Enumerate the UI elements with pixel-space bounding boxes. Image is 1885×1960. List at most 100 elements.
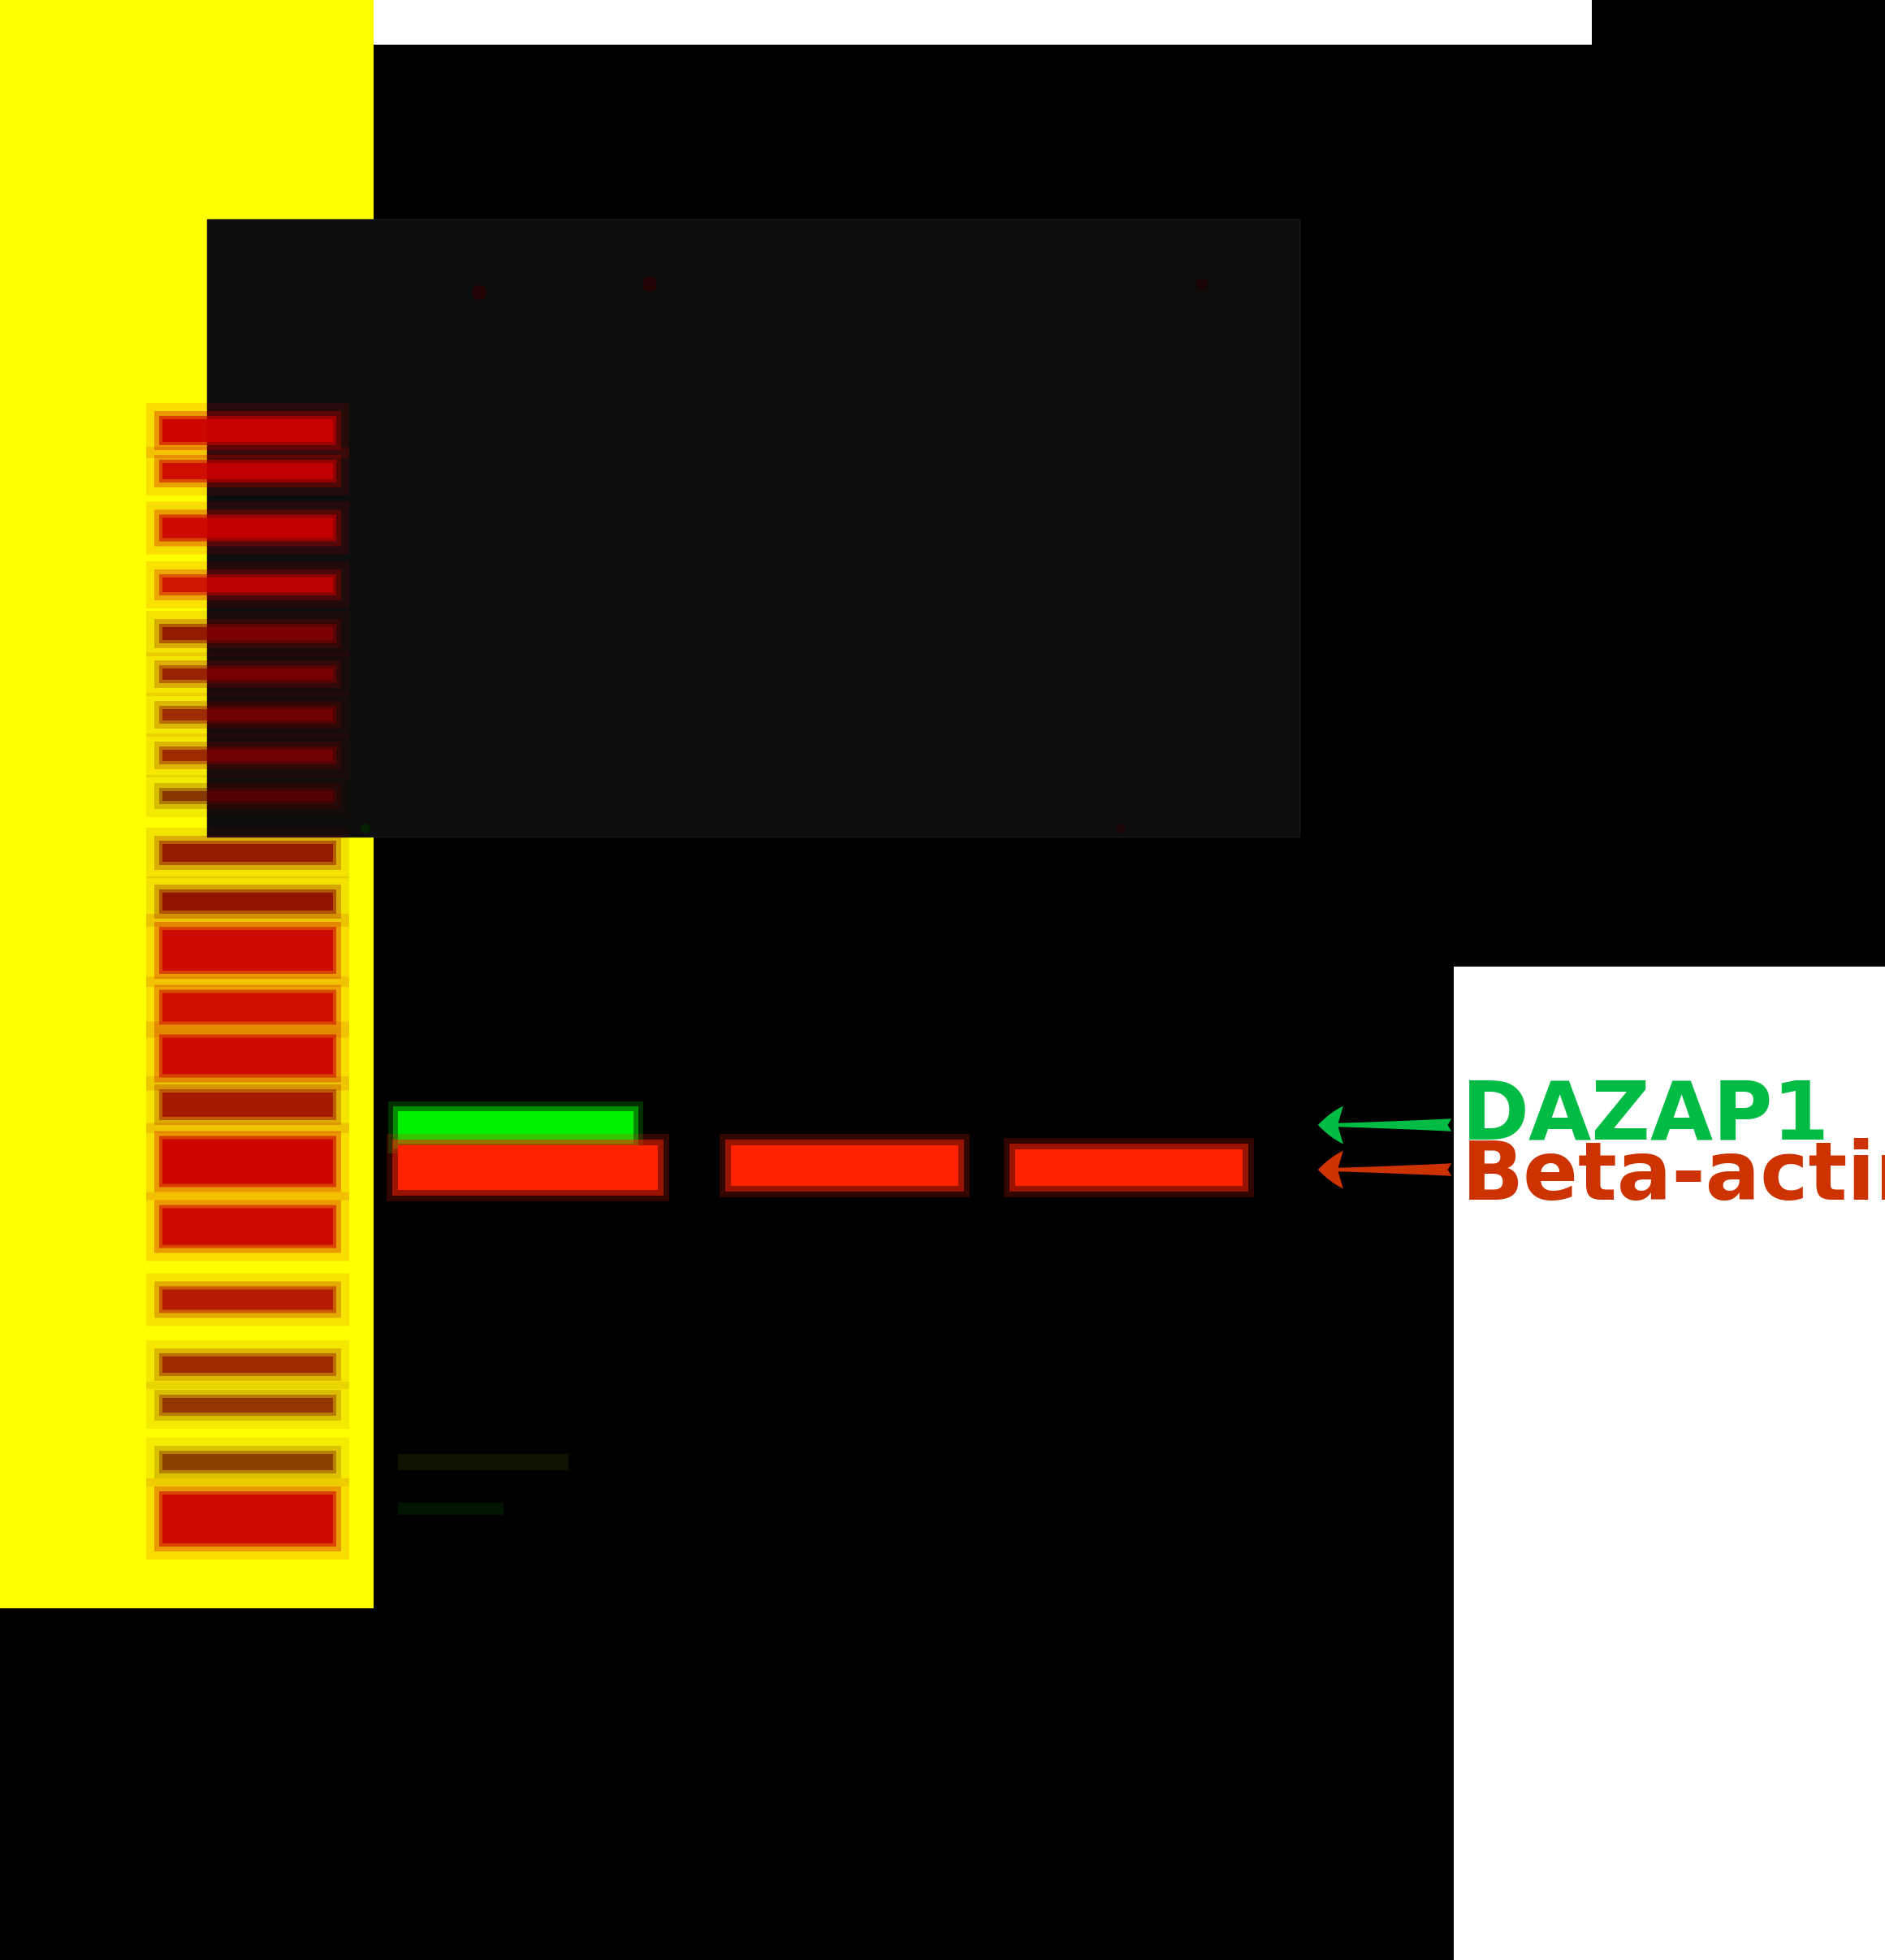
- FancyBboxPatch shape: [162, 1207, 334, 1245]
- Bar: [0, 0, 373, 1609]
- FancyBboxPatch shape: [147, 976, 349, 1037]
- FancyBboxPatch shape: [158, 890, 336, 913]
- FancyBboxPatch shape: [158, 1090, 336, 1119]
- FancyBboxPatch shape: [155, 741, 341, 768]
- FancyBboxPatch shape: [1010, 1145, 1248, 1192]
- FancyBboxPatch shape: [162, 463, 334, 480]
- Bar: [398, 1454, 569, 1470]
- FancyBboxPatch shape: [162, 751, 334, 760]
- FancyBboxPatch shape: [158, 515, 336, 541]
- FancyBboxPatch shape: [162, 710, 334, 721]
- FancyBboxPatch shape: [155, 661, 341, 688]
- FancyBboxPatch shape: [155, 455, 341, 488]
- FancyBboxPatch shape: [147, 1274, 349, 1327]
- FancyBboxPatch shape: [147, 1021, 349, 1090]
- FancyBboxPatch shape: [158, 747, 336, 764]
- FancyBboxPatch shape: [155, 1131, 341, 1192]
- FancyBboxPatch shape: [147, 694, 349, 737]
- FancyBboxPatch shape: [147, 1439, 349, 1486]
- FancyBboxPatch shape: [158, 1035, 336, 1078]
- FancyBboxPatch shape: [147, 1076, 349, 1133]
- Circle shape: [473, 286, 486, 300]
- FancyBboxPatch shape: [155, 1200, 341, 1252]
- FancyBboxPatch shape: [147, 653, 349, 696]
- FancyBboxPatch shape: [155, 835, 341, 870]
- FancyBboxPatch shape: [158, 623, 336, 643]
- FancyBboxPatch shape: [162, 517, 334, 539]
- FancyBboxPatch shape: [158, 788, 336, 804]
- FancyBboxPatch shape: [155, 921, 341, 978]
- FancyBboxPatch shape: [162, 1092, 334, 1117]
- FancyBboxPatch shape: [147, 1123, 349, 1200]
- FancyBboxPatch shape: [162, 931, 334, 970]
- FancyBboxPatch shape: [147, 733, 349, 778]
- FancyBboxPatch shape: [147, 612, 349, 657]
- FancyBboxPatch shape: [158, 1137, 336, 1188]
- FancyBboxPatch shape: [158, 1450, 336, 1474]
- FancyBboxPatch shape: [158, 841, 336, 864]
- FancyBboxPatch shape: [158, 461, 336, 482]
- FancyBboxPatch shape: [1016, 1149, 1242, 1186]
- FancyBboxPatch shape: [147, 447, 349, 496]
- FancyBboxPatch shape: [155, 1486, 341, 1552]
- FancyBboxPatch shape: [162, 845, 334, 862]
- FancyBboxPatch shape: [398, 1145, 658, 1190]
- FancyBboxPatch shape: [386, 1135, 669, 1201]
- FancyBboxPatch shape: [162, 1495, 334, 1543]
- FancyBboxPatch shape: [162, 1356, 334, 1372]
- FancyBboxPatch shape: [147, 1382, 349, 1429]
- FancyBboxPatch shape: [155, 884, 341, 919]
- FancyBboxPatch shape: [158, 927, 336, 974]
- Bar: [207, 220, 1299, 837]
- FancyBboxPatch shape: [155, 1282, 341, 1317]
- FancyBboxPatch shape: [155, 784, 341, 809]
- FancyBboxPatch shape: [155, 702, 341, 729]
- FancyBboxPatch shape: [731, 1145, 958, 1186]
- FancyBboxPatch shape: [147, 404, 349, 459]
- FancyBboxPatch shape: [162, 892, 334, 911]
- FancyBboxPatch shape: [147, 502, 349, 555]
- FancyBboxPatch shape: [158, 1286, 336, 1313]
- FancyBboxPatch shape: [162, 1139, 334, 1184]
- Text: Beta-actin: Beta-actin: [1463, 1139, 1885, 1217]
- FancyBboxPatch shape: [147, 913, 349, 988]
- FancyBboxPatch shape: [147, 1341, 349, 1390]
- FancyBboxPatch shape: [155, 510, 341, 547]
- FancyBboxPatch shape: [388, 1102, 643, 1152]
- FancyBboxPatch shape: [158, 664, 336, 684]
- Bar: [1453, 966, 1885, 1960]
- FancyBboxPatch shape: [147, 1478, 349, 1560]
- FancyBboxPatch shape: [392, 1139, 664, 1196]
- FancyBboxPatch shape: [155, 1446, 341, 1478]
- FancyBboxPatch shape: [155, 1029, 341, 1082]
- Circle shape: [643, 278, 656, 290]
- FancyBboxPatch shape: [162, 1454, 334, 1470]
- FancyBboxPatch shape: [147, 1192, 349, 1260]
- FancyBboxPatch shape: [158, 1396, 336, 1415]
- FancyBboxPatch shape: [155, 570, 341, 600]
- FancyBboxPatch shape: [162, 792, 334, 802]
- FancyBboxPatch shape: [147, 876, 349, 927]
- FancyBboxPatch shape: [1005, 1139, 1254, 1198]
- FancyBboxPatch shape: [155, 1390, 341, 1421]
- FancyBboxPatch shape: [162, 419, 334, 441]
- FancyBboxPatch shape: [158, 990, 336, 1025]
- Text: DAZAP1: DAZAP1: [1463, 1078, 1830, 1156]
- FancyBboxPatch shape: [398, 1111, 633, 1145]
- FancyBboxPatch shape: [147, 561, 349, 608]
- Circle shape: [1197, 278, 1206, 290]
- Bar: [373, 0, 1591, 45]
- FancyBboxPatch shape: [155, 1348, 341, 1382]
- FancyBboxPatch shape: [162, 1290, 334, 1309]
- Bar: [398, 1503, 503, 1515]
- FancyBboxPatch shape: [158, 706, 336, 723]
- FancyBboxPatch shape: [158, 1352, 336, 1376]
- FancyBboxPatch shape: [726, 1139, 963, 1192]
- FancyBboxPatch shape: [147, 774, 349, 817]
- FancyBboxPatch shape: [155, 619, 341, 649]
- FancyBboxPatch shape: [155, 1084, 341, 1125]
- FancyBboxPatch shape: [158, 416, 336, 445]
- FancyBboxPatch shape: [162, 627, 334, 641]
- FancyBboxPatch shape: [158, 1205, 336, 1249]
- FancyBboxPatch shape: [162, 994, 334, 1021]
